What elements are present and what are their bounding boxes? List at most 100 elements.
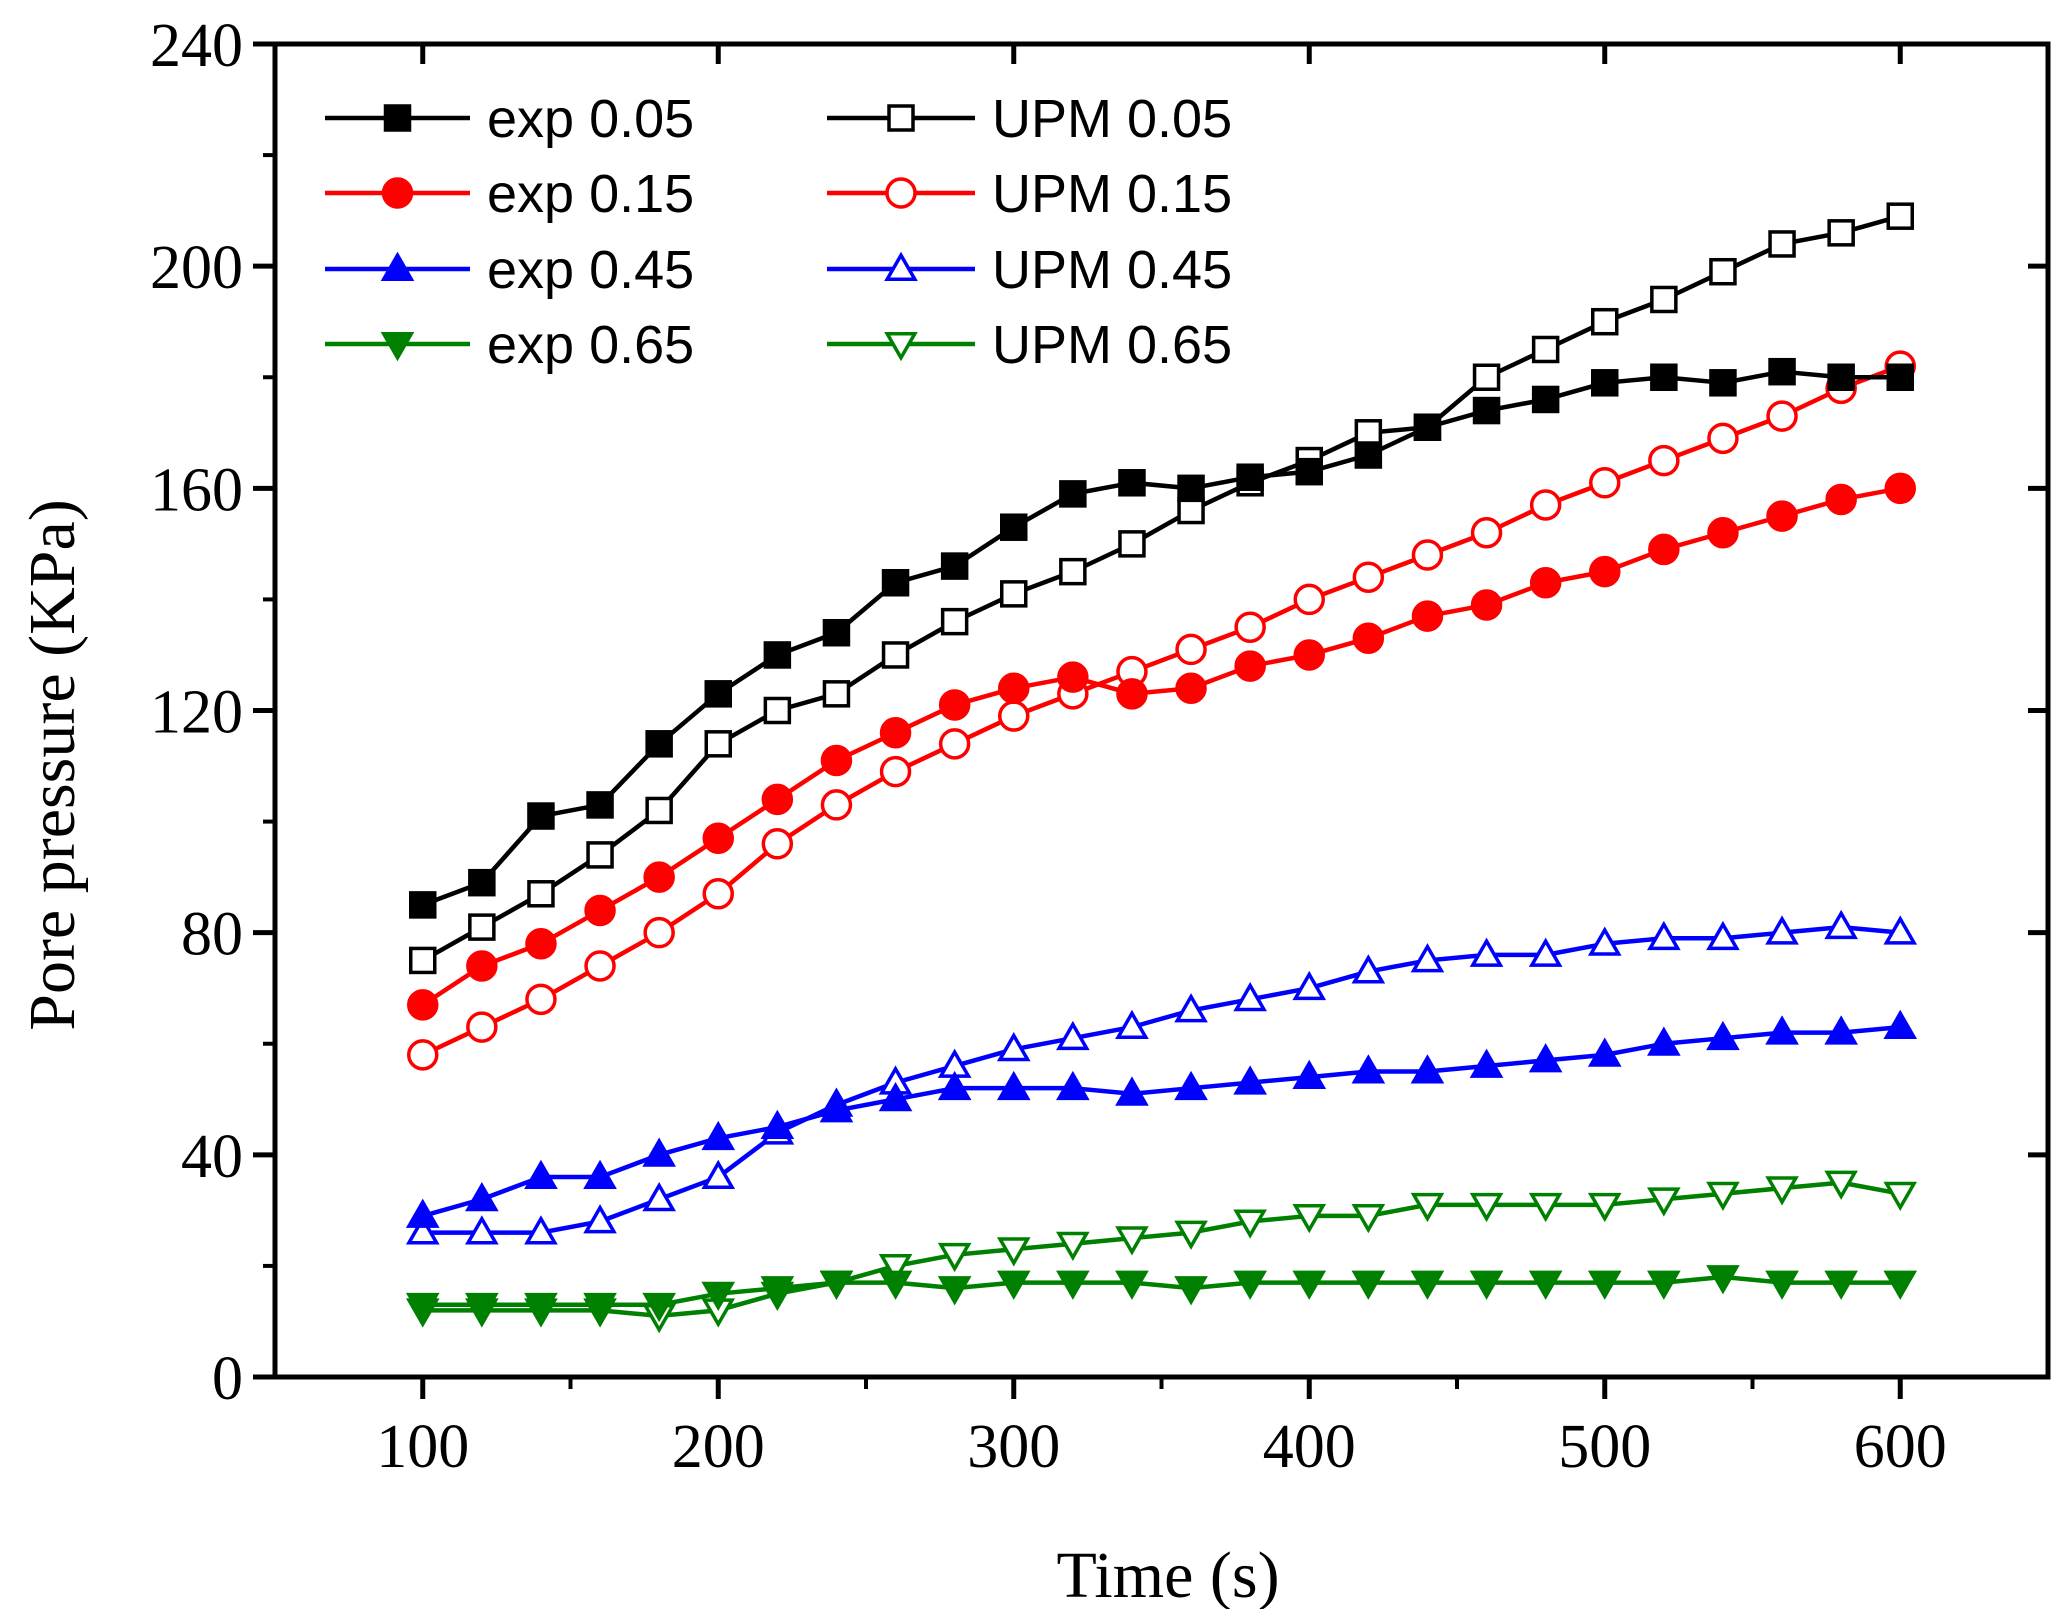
data-point-exp-0-05	[1059, 480, 1087, 508]
series-line-exp-0-05	[421, 369, 1901, 908]
data-point-upm-0-45	[405, 1215, 440, 1245]
legend-item-exp-0-45: exp 0.45	[325, 240, 694, 300]
series-line-exp-0-65	[422, 1274, 1901, 1308]
data-point-exp-0-45	[1351, 1054, 1386, 1084]
data-point-upm-0-15	[702, 878, 734, 910]
data-point-exp-0-65	[1115, 1270, 1149, 1300]
data-point-exp-0-65	[1410, 1270, 1445, 1300]
data-point-upm-0-15	[1707, 422, 1739, 455]
data-point-upm-0-15	[1293, 583, 1325, 616]
data-point-upm-0-65	[1528, 1192, 1563, 1223]
data-point-exp-0-15	[702, 822, 734, 854]
data-point-upm-0-05	[881, 641, 910, 669]
data-point-exp-0-65	[1528, 1270, 1563, 1300]
data-point-exp-0-05	[1531, 385, 1560, 414]
data-point-upm-0-15	[466, 1011, 498, 1043]
data-point-exp-0-65	[1292, 1270, 1327, 1300]
data-point-upm-0-65	[1587, 1192, 1622, 1223]
data-point-upm-0-05	[468, 913, 496, 941]
x-tick-label: 400	[1263, 1413, 1356, 1481]
data-point-exp-0-15	[1707, 517, 1739, 549]
data-point-upm-0-15	[1175, 633, 1207, 666]
data-point-exp-0-15	[1825, 483, 1857, 516]
data-point-upm-0-45	[1765, 915, 1799, 945]
data-point-upm-0-05	[586, 841, 614, 869]
legend-marker	[380, 332, 415, 362]
data-point-exp-0-05	[940, 552, 969, 580]
data-point-upm-0-05	[527, 880, 555, 908]
x-tick-label: 100	[376, 1413, 469, 1481]
data-point-upm-0-45	[1706, 920, 1740, 951]
legend-label: UPM 0.45	[992, 240, 1232, 300]
data-point-upm-0-15	[1470, 517, 1503, 549]
data-point-exp-0-05	[1177, 474, 1205, 503]
data-point-upm-0-45	[1233, 982, 1267, 1012]
data-point-exp-0-45	[1292, 1059, 1327, 1090]
data-point-exp-0-65	[642, 1292, 676, 1323]
data-point-exp-0-45	[701, 1120, 736, 1151]
data-point-upm-0-65	[1647, 1187, 1681, 1217]
data-point-exp-0-05	[1413, 413, 1442, 441]
series-exp-0-05	[409, 357, 1914, 919]
data-point-exp-0-65	[583, 1292, 617, 1323]
data-point-upm-0-45	[1824, 909, 1858, 940]
data-point-upm-0-45	[996, 1031, 1031, 1062]
data-point-exp-0-65	[1824, 1270, 1858, 1300]
data-point-exp-0-15	[938, 689, 971, 721]
data-point-exp-0-15	[1175, 672, 1207, 705]
data-point-exp-0-45	[583, 1159, 617, 1189]
data-point-upm-0-05	[1354, 419, 1383, 447]
data-point-upm-0-45	[1647, 920, 1681, 951]
data-point-upm-0-15	[584, 950, 616, 982]
data-point-upm-0-15	[879, 755, 912, 788]
data-point-upm-0-15	[1766, 400, 1798, 432]
data-point-upm-0-45	[642, 1181, 676, 1212]
data-point-upm-0-15	[407, 1039, 439, 1071]
y-axis-title: Pore pressure (KPa)	[16, 499, 89, 1031]
legend-item-upm-0-05: UPM 0.05	[827, 89, 1232, 149]
data-point-exp-0-15	[1766, 500, 1798, 532]
legend-item-exp-0-65: exp 0.65	[325, 315, 694, 375]
data-point-upm-0-05	[1709, 257, 1737, 286]
data-point-exp-0-05	[881, 569, 910, 597]
data-point-upm-0-45	[524, 1215, 558, 1245]
data-point-exp-0-65	[819, 1270, 854, 1300]
data-point-exp-0-15	[879, 716, 912, 749]
data-point-exp-0-45	[1174, 1070, 1208, 1101]
data-point-upm-0-05	[1472, 363, 1501, 391]
data-point-exp-0-45	[996, 1070, 1031, 1101]
x-axis-title: Time (s)	[1056, 1539, 1279, 1609]
y-tick-label: 0	[212, 1345, 243, 1413]
data-point-exp-0-65	[760, 1276, 795, 1306]
data-point-upm-0-65	[1292, 1203, 1327, 1234]
data-point-exp-0-15	[1352, 622, 1385, 655]
data-point-upm-0-45	[1469, 937, 1504, 967]
series-exp-0-15	[407, 472, 1916, 1021]
legend-label: UPM 0.15	[992, 164, 1232, 224]
data-point-exp-0-05	[822, 618, 851, 647]
data-point-exp-0-05	[586, 791, 614, 819]
series-exp-0-45	[405, 1009, 1918, 1228]
legend-marker	[885, 177, 917, 209]
legend-label: exp 0.15	[487, 164, 694, 224]
legend-label: exp 0.45	[487, 240, 694, 300]
data-point-exp-0-65	[405, 1292, 440, 1323]
data-point-upm-0-45	[1351, 954, 1386, 984]
data-point-exp-0-05	[1354, 441, 1383, 469]
data-point-exp-0-05	[1886, 363, 1914, 391]
legend-marker	[383, 104, 412, 132]
data-point-exp-0-65	[1174, 1276, 1208, 1306]
y-tick-label: 120	[150, 679, 243, 747]
data-point-exp-0-05	[1709, 369, 1737, 397]
data-point-upm-0-05	[1118, 530, 1146, 558]
legend-marker	[380, 251, 415, 281]
data-point-exp-0-05	[1827, 363, 1855, 391]
data-point-exp-0-05	[409, 891, 437, 919]
data-point-upm-0-05	[1886, 202, 1914, 230]
data-point-upm-0-05	[409, 946, 437, 975]
legend-item-exp-0-05: exp 0.05	[325, 89, 694, 149]
series-line-upm-0-45	[422, 924, 1901, 1235]
data-point-upm-0-45	[1292, 970, 1327, 1001]
data-point-exp-0-45	[878, 1081, 913, 1112]
